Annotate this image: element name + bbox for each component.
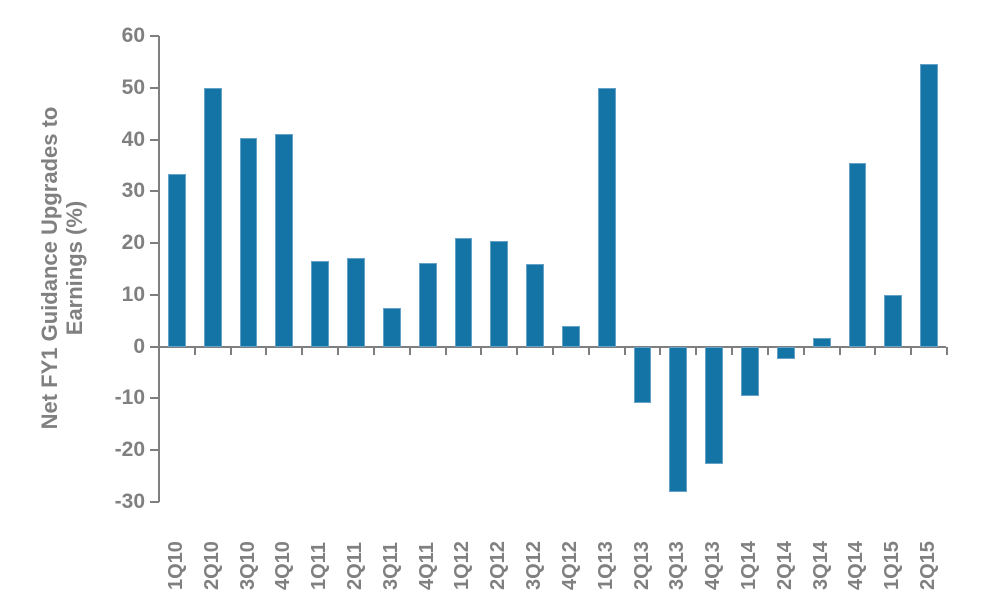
bar-2Q14 xyxy=(776,346,795,360)
bar-4Q11 xyxy=(418,262,437,347)
x-tick-label: 4Q14 xyxy=(845,541,868,590)
x-tick-mark xyxy=(229,346,232,355)
x-tick-mark xyxy=(946,346,948,355)
x-tick-mark xyxy=(337,346,340,355)
y-tick-label: 50 xyxy=(121,75,145,99)
y-axis-title-line-1: Net FY1 Guidance Upgrades to xyxy=(37,106,62,430)
y-tick-mark xyxy=(150,449,159,452)
bar-1Q15 xyxy=(884,294,903,347)
y-tick-mark xyxy=(150,190,159,193)
bar-1Q13 xyxy=(597,87,616,347)
x-tick-mark xyxy=(444,346,447,355)
x-tick-label: 2Q12 xyxy=(487,541,510,590)
x-tick-label: 2Q11 xyxy=(344,542,366,590)
bar-2Q13 xyxy=(633,346,652,403)
x-tick-mark xyxy=(874,346,877,355)
y-tick-mark xyxy=(150,138,159,141)
bar-1Q10 xyxy=(167,173,186,347)
x-tick-label: 2Q15 xyxy=(917,541,940,590)
y-tick-mark xyxy=(150,501,159,503)
x-tick-mark xyxy=(265,346,268,355)
x-tick-mark xyxy=(623,346,626,355)
y-axis-title: Net FY1 Guidance Upgrades to Earnings (%… xyxy=(37,38,87,498)
bar-4Q14 xyxy=(848,162,867,347)
y-tick-label: 40 xyxy=(121,127,145,151)
x-tick-label: 3Q14 xyxy=(809,541,832,590)
x-tick-label: 4Q11 xyxy=(415,542,438,590)
x-tick-mark xyxy=(802,346,805,355)
bar-1Q12 xyxy=(454,237,473,347)
y-tick-label: 60 xyxy=(121,24,145,47)
bar-1Q14 xyxy=(741,346,759,397)
x-tick-mark xyxy=(766,346,769,355)
x-tick-label: 1Q11 xyxy=(308,542,331,590)
x-tick-mark xyxy=(408,346,411,355)
y-tick-mark xyxy=(150,35,159,37)
x-tick-label: 2Q13 xyxy=(630,541,653,590)
bar-4Q10 xyxy=(275,133,294,347)
x-tick-label: 4Q12 xyxy=(558,541,581,590)
x-tick-mark xyxy=(695,346,698,355)
y-axis-line xyxy=(158,36,160,502)
x-tick-label: 3Q10 xyxy=(236,541,259,590)
x-tick-mark xyxy=(301,346,304,355)
bar-2Q11 xyxy=(347,257,365,347)
bar-2Q12 xyxy=(490,241,509,347)
x-tick-mark xyxy=(372,346,375,355)
y-tick-mark xyxy=(150,345,159,348)
x-tick-label: 1Q12 xyxy=(451,541,474,590)
y-axis-title-line-2: Earnings (%) xyxy=(62,200,87,336)
x-tick-mark xyxy=(838,346,841,355)
y-tick-label: -20 xyxy=(114,438,145,462)
x-tick-label: 1Q14 xyxy=(738,541,760,590)
y-tick-label: 0 xyxy=(133,334,145,358)
bar-2Q15 xyxy=(920,63,939,347)
x-tick-label: 1Q10 xyxy=(164,541,187,590)
x-tick-mark xyxy=(552,346,554,355)
bar-3Q10 xyxy=(239,138,258,347)
x-tick-label: 4Q10 xyxy=(272,541,295,590)
x-tick-label: 1Q13 xyxy=(594,541,617,590)
x-tick-mark xyxy=(587,346,590,355)
y-tick-mark xyxy=(150,242,159,245)
y-tick-label: 10 xyxy=(121,282,145,306)
bar-3Q13 xyxy=(669,346,688,492)
bar-3Q11 xyxy=(382,307,401,347)
bar-4Q12 xyxy=(561,325,580,347)
x-tick-label: 2Q14 xyxy=(773,541,796,590)
x-tick-mark xyxy=(193,346,196,355)
y-tick-mark xyxy=(150,86,159,89)
y-tick-mark xyxy=(150,293,159,296)
y-tick-label: 20 xyxy=(121,231,145,255)
x-tick-mark xyxy=(480,346,483,355)
x-tick-mark xyxy=(731,346,734,355)
x-tick-mark xyxy=(659,346,662,355)
x-tick-mark xyxy=(158,346,160,355)
x-tick-label: 2Q10 xyxy=(200,541,223,590)
y-tick-label: 30 xyxy=(121,179,145,203)
bar-4Q13 xyxy=(705,346,724,464)
x-tick-mark xyxy=(910,346,913,355)
x-tick-mark xyxy=(516,346,519,355)
x-tick-label: 4Q13 xyxy=(702,541,725,590)
y-tick-label: -10 xyxy=(114,386,145,410)
y-tick-mark xyxy=(150,397,159,400)
bar-3Q12 xyxy=(526,263,545,347)
x-tick-label: 3Q13 xyxy=(666,541,689,590)
bar-3Q14 xyxy=(812,337,831,347)
x-tick-label: 3Q12 xyxy=(523,541,546,590)
x-tick-label: 1Q15 xyxy=(881,541,904,590)
x-tick-label: 3Q11 xyxy=(379,542,402,590)
bar-2Q10 xyxy=(203,87,222,347)
bar-1Q11 xyxy=(311,260,330,347)
y-tick-label: -30 xyxy=(114,490,145,513)
